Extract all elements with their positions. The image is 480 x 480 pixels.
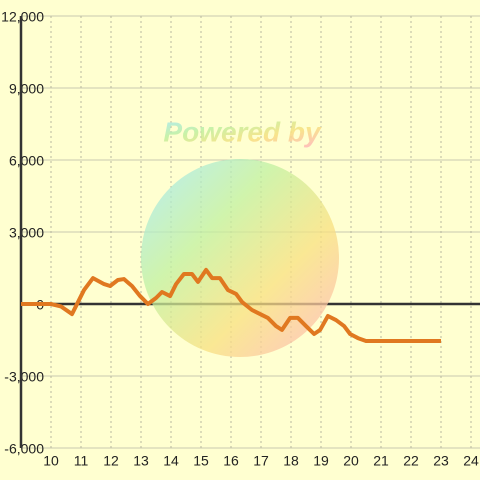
x-tick-label: 11 xyxy=(74,453,89,469)
x-tick-label: 18 xyxy=(283,453,299,469)
y-tick-label: 12,000 xyxy=(1,9,44,25)
x-tick-label: 15 xyxy=(193,453,209,469)
y-tick-label: 3,000 xyxy=(9,225,44,241)
y-tick-label: -3,000 xyxy=(4,369,44,385)
x-tick-label: 16 xyxy=(223,453,239,469)
x-tick-label: 17 xyxy=(253,453,269,469)
x-tick-label: 22 xyxy=(403,453,419,469)
x-tick-label: 10 xyxy=(43,453,59,469)
watermark: Powered by xyxy=(163,116,322,147)
x-tick-label: 13 xyxy=(133,453,149,469)
y-tick-label: 9,000 xyxy=(9,81,44,97)
y-tick-label: -6,000 xyxy=(4,441,44,457)
y-tick-label: 6,000 xyxy=(9,153,44,169)
x-tick-label: 14 xyxy=(163,453,179,469)
x-tick-label: 20 xyxy=(343,453,359,469)
line xyxy=(21,267,441,343)
x-tick-label: 12 xyxy=(103,453,119,469)
x-tick-label: 21 xyxy=(373,453,389,469)
watermark-logo xyxy=(141,159,339,357)
x-tick-label: 24 xyxy=(463,453,479,469)
x-tick-label: 19 xyxy=(313,453,329,469)
x-tick-label: 23 xyxy=(433,453,449,469)
